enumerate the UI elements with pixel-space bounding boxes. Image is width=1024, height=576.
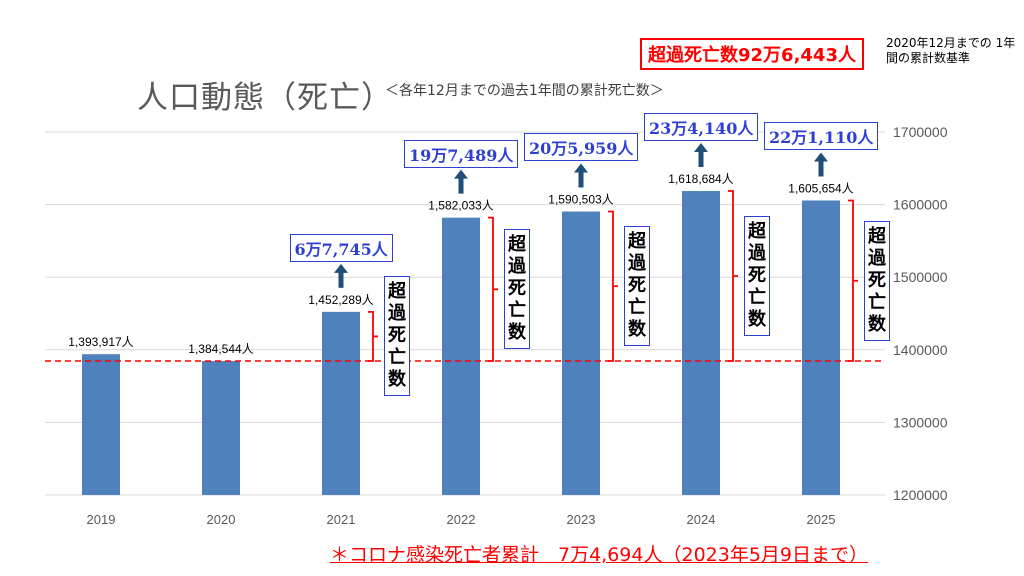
x-tick-label: 2025 <box>807 512 836 527</box>
chart-subtitle: ＜各年12月までの過去1年間の累計死亡数＞ <box>385 83 664 99</box>
bar <box>322 311 360 495</box>
excess-vertical-label: 超過死亡数 <box>384 276 410 397</box>
excess-vertical-label: 超過死亡数 <box>504 229 530 350</box>
up-arrow-head <box>454 169 468 179</box>
y-tick-label: 1500000 <box>893 269 948 285</box>
total-excess-label: 超過死亡数92万6,443人 <box>640 38 864 70</box>
excess-vertical-label: 超過死亡数 <box>624 226 650 347</box>
footnote: ＊コロナ感染死亡者累計 7万4,694人（2023年5月9日まで） <box>330 544 869 566</box>
baseline-note: 2020年12月までの 1年間の累計数基準 <box>886 36 1016 65</box>
excess-label: 20万5,959人 <box>524 133 639 162</box>
excess-label: 6万7,745人 <box>289 233 393 262</box>
excess-label: 22万1,110人 <box>764 122 879 151</box>
x-tick-label: 2024 <box>687 512 716 527</box>
y-tick-label: 1200000 <box>893 487 948 503</box>
data-label: 1,605,654人 <box>788 181 853 195</box>
data-label: 1,590,503人 <box>548 192 613 206</box>
excess-bracket <box>488 216 498 362</box>
excess-label: 19万7,489人 <box>404 139 519 168</box>
bar <box>82 354 120 495</box>
bar <box>802 200 840 496</box>
excess-label: 23万4,140人 <box>644 113 759 142</box>
excess-bracket <box>728 190 738 362</box>
y-tick-label: 1700000 <box>893 124 948 140</box>
up-arrow-head <box>694 143 708 153</box>
x-tick-label: 2022 <box>447 512 476 527</box>
data-label: 1,452,289人 <box>308 293 373 307</box>
bar <box>202 361 240 495</box>
up-arrow-head <box>334 263 348 273</box>
chart-title: 人口動態（死亡） <box>137 80 393 116</box>
excess-vertical-label: 超過死亡数 <box>864 220 890 341</box>
data-label: 1,618,684人 <box>668 172 733 186</box>
y-tick-label: 1300000 <box>893 414 948 430</box>
up-arrow-head <box>574 163 588 173</box>
data-label: 1,393,917人 <box>68 335 133 349</box>
x-tick-label: 2020 <box>207 512 236 527</box>
bar <box>442 217 480 495</box>
excess-bracket <box>608 210 618 362</box>
x-tick-label: 2019 <box>87 512 116 527</box>
excess-bracket <box>368 310 378 362</box>
up-arrow-head <box>814 152 828 162</box>
excess-vertical-label: 超過死亡数 <box>744 216 770 337</box>
bar <box>562 211 600 496</box>
x-tick-label: 2021 <box>327 512 356 527</box>
data-label: 1,384,544人 <box>188 342 253 356</box>
bar <box>682 191 720 496</box>
x-tick-label: 2023 <box>567 512 596 527</box>
data-label: 1,582,033人 <box>428 199 493 213</box>
y-tick-label: 1400000 <box>893 342 948 358</box>
y-tick-label: 1600000 <box>893 197 948 213</box>
excess-bracket <box>848 199 858 362</box>
